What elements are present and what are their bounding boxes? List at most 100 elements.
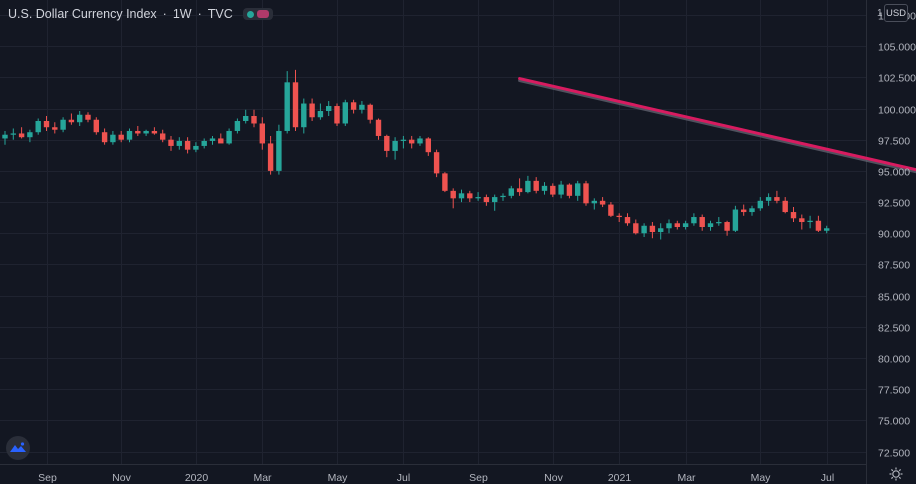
candle-body — [334, 106, 340, 124]
time-tick-label: Nov — [112, 472, 131, 484]
logo-glyph-icon — [10, 442, 26, 452]
data-status-icon — [256, 10, 269, 18]
candle-body — [633, 223, 639, 234]
candle-body — [27, 132, 33, 138]
candle-body — [649, 225, 656, 232]
candle-body — [807, 220, 813, 223]
candle-body — [342, 102, 348, 124]
candle-body — [591, 200, 597, 204]
candle-body — [118, 134, 124, 140]
time-tick-label: Sep — [469, 472, 488, 484]
candle-body — [35, 120, 41, 133]
price-axis[interactable]: 107.500105.000102.500100.00097.50095.000… — [878, 11, 916, 460]
price-tick-label: 77.500 — [878, 385, 910, 397]
candle-body — [541, 185, 548, 191]
candle-body — [284, 82, 290, 131]
time-tick-label: 2021 — [608, 472, 632, 484]
candle-body — [77, 114, 83, 123]
candle-body — [691, 217, 697, 224]
tradingview-logo-icon[interactable] — [6, 436, 30, 460]
candle-body — [176, 140, 182, 146]
candle-body — [367, 104, 373, 120]
trend-arrow-line[interactable] — [518, 77, 916, 176]
interval-label[interactable]: 1W — [172, 7, 192, 21]
candle-body — [301, 103, 307, 128]
candle-body — [799, 218, 805, 223]
candle-body — [243, 116, 249, 121]
candle-body — [765, 197, 772, 201]
candle-body — [674, 223, 680, 228]
market-status-pill[interactable] — [242, 8, 273, 20]
candle-body — [193, 145, 199, 150]
candle-body — [599, 200, 606, 205]
candle-body — [608, 204, 614, 216]
candle-body — [110, 134, 116, 143]
candle-body — [68, 119, 75, 123]
symbol-title[interactable]: U.S. Dollar Currency Index — [8, 7, 157, 21]
candle-body — [10, 133, 16, 135]
chart-grid — [0, 0, 866, 464]
price-tick-label: 102.500 — [878, 73, 916, 85]
drawing-layer[interactable] — [518, 77, 916, 179]
gear-icon[interactable] — [888, 466, 904, 482]
price-tick-label: 100.000 — [878, 105, 916, 117]
price-tick-label: 90.000 — [878, 229, 910, 241]
time-tick-label: Jul — [397, 472, 410, 484]
candle-body — [749, 208, 755, 213]
candle-body — [375, 119, 382, 136]
candle-body — [508, 188, 514, 196]
candle-body — [550, 185, 556, 195]
candle-body — [583, 183, 589, 204]
candle-body — [782, 200, 788, 213]
candle-body — [276, 130, 282, 171]
candle-body — [533, 180, 539, 191]
candle-body — [326, 106, 332, 112]
price-tick-label: 72.500 — [878, 448, 910, 460]
candle-body — [458, 193, 465, 199]
time-tick-label: Sep — [38, 472, 57, 484]
candle-body — [483, 197, 490, 203]
candle-body — [251, 116, 257, 124]
candle-body — [2, 134, 8, 139]
candle-body — [658, 228, 664, 232]
price-tick-label: 92.500 — [878, 198, 910, 210]
price-tick-label: 95.000 — [878, 167, 910, 179]
candle-body — [400, 139, 407, 141]
candle-body — [85, 114, 91, 120]
candle-body — [151, 130, 158, 134]
candle-body — [666, 223, 672, 229]
candle-body — [790, 212, 797, 219]
candle-body — [732, 209, 739, 231]
candle-body — [566, 184, 573, 196]
candle-body — [682, 223, 689, 228]
candle-body — [317, 111, 324, 118]
candle-body — [433, 152, 440, 174]
candle-body — [201, 140, 207, 146]
candle-body — [475, 197, 481, 199]
candle-body — [500, 195, 506, 198]
time-tick-label: Nov — [544, 472, 563, 484]
candle-body — [575, 183, 581, 196]
candle-body — [60, 119, 66, 130]
candle-body — [359, 104, 365, 110]
trend-arrow-shadow — [518, 79, 916, 174]
price-tick-label: 105.000 — [878, 42, 916, 54]
time-tick-label: Mar — [677, 472, 696, 484]
chart-legend[interactable]: U.S. Dollar Currency Index · 1W · TVC — [8, 5, 273, 23]
candle-body — [135, 130, 141, 134]
candle-body — [168, 139, 174, 146]
candle-body — [259, 123, 265, 144]
candle-body — [101, 132, 108, 143]
price-tick-label: 75.000 — [878, 416, 910, 428]
candle-body — [292, 82, 299, 128]
candlestick-series — [2, 69, 830, 240]
currency-button[interactable]: USD — [884, 4, 908, 22]
candle-body — [450, 190, 456, 199]
time-axis[interactable]: Sep Nov 2020 Mar May Jul Sep Nov 2021 Mar May Jul — [38, 472, 834, 484]
candle-body — [384, 135, 390, 151]
candle-body — [126, 130, 133, 140]
candle-body — [616, 215, 622, 218]
candle-body — [309, 103, 315, 118]
candle-body — [641, 225, 647, 234]
